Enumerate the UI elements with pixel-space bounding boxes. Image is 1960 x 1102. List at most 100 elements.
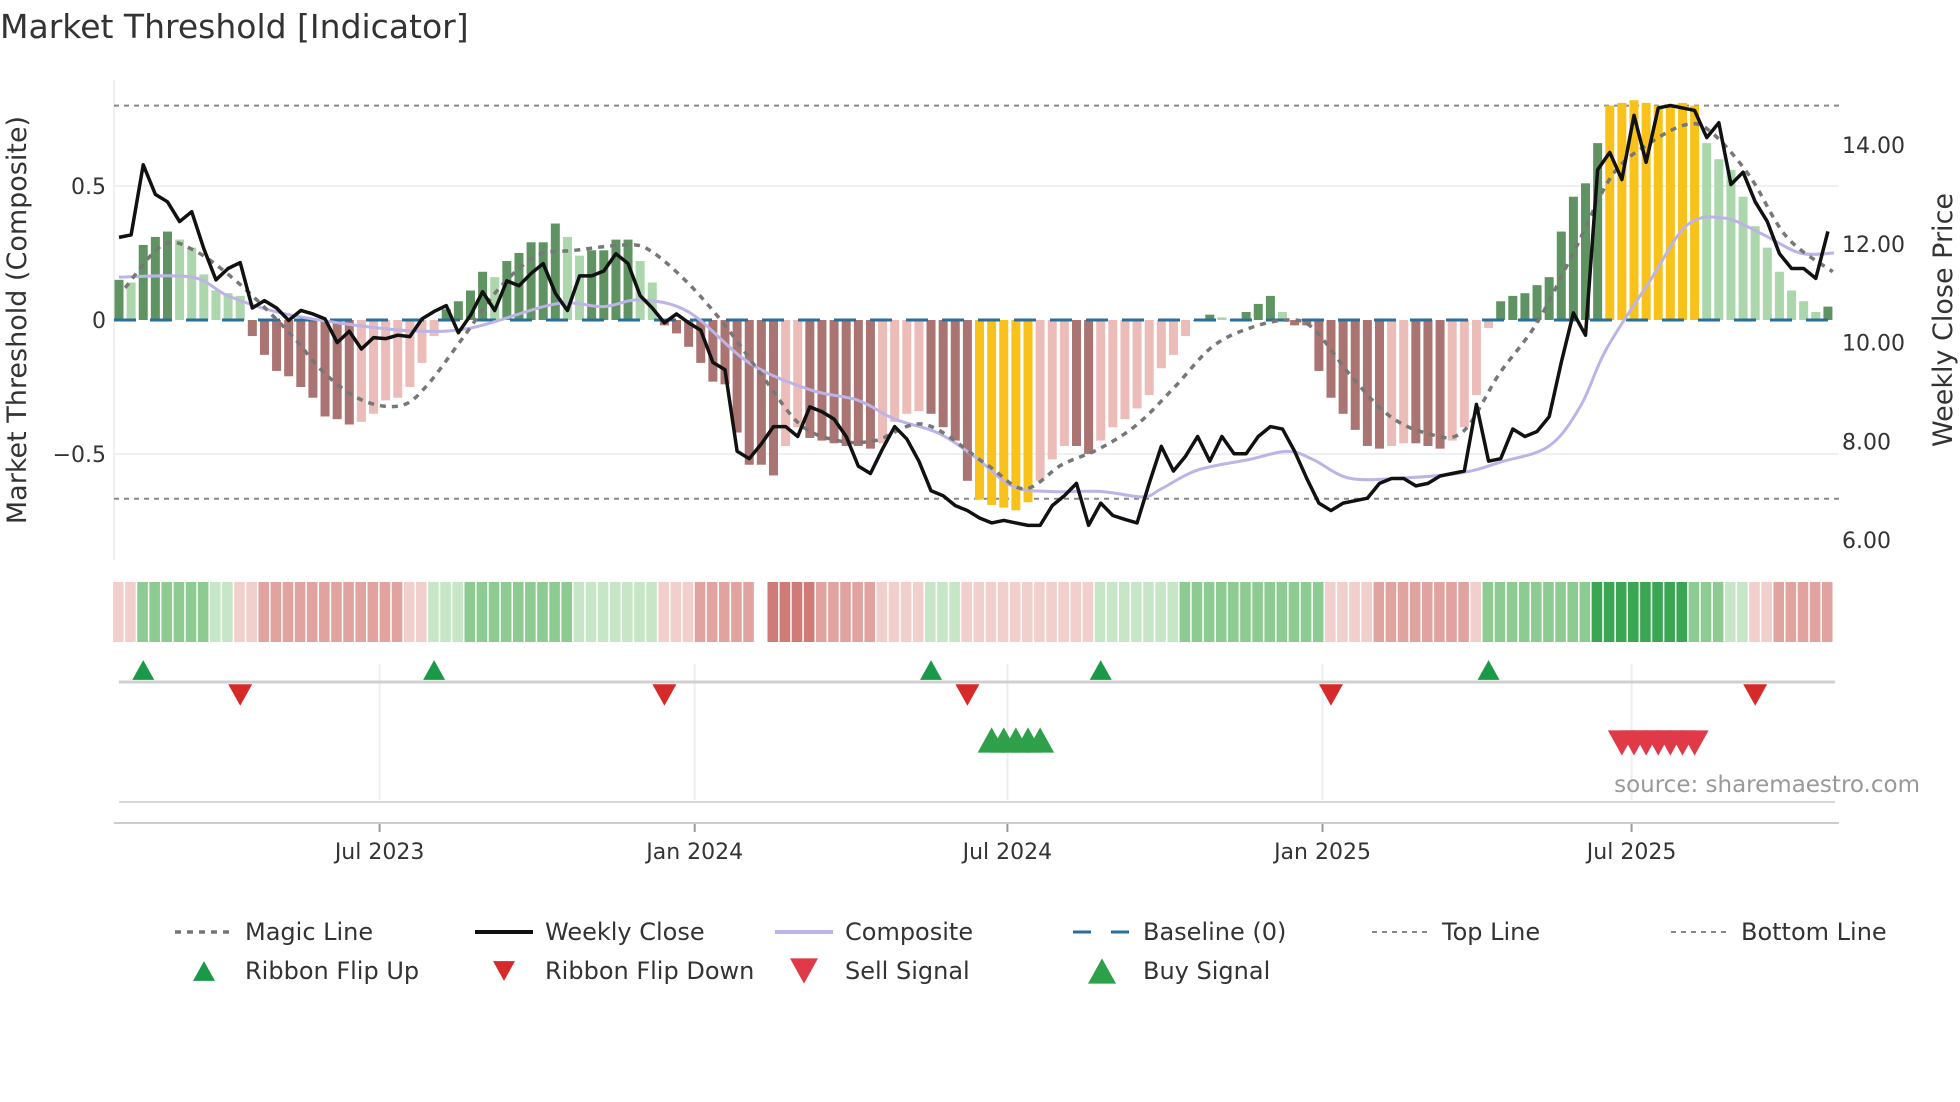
ribbon-cell [706, 582, 718, 642]
histogram-bar [950, 320, 960, 441]
histogram-bar [1096, 320, 1106, 441]
histogram-bar [1011, 320, 1021, 511]
histogram-bar [1762, 247, 1772, 320]
ribbon-flip-up-marker [132, 660, 155, 680]
histogram-bar [805, 320, 815, 438]
ribbon-cell [1276, 582, 1288, 642]
histogram-bar [538, 242, 548, 320]
main-plot: 0.5 0 −0.5 14.00 12.00 10.00 8.00 6.00 Jul 2023 J… [53, 80, 1905, 865]
histogram-bar [175, 239, 185, 320]
histogram-bar [284, 320, 294, 377]
ribbon-cell [1737, 582, 1748, 642]
magic-line [123, 121, 1834, 491]
histogram-bar [865, 320, 875, 449]
ribbon-cell [1809, 582, 1821, 642]
ribbon-flip-down-marker [1319, 684, 1343, 706]
ribbon-cell [331, 582, 342, 642]
histogram-bar [1532, 285, 1542, 320]
y2-tick-label: 14.00 [1842, 134, 1905, 159]
histogram-bar [1508, 295, 1518, 320]
y-tick-label: 0.5 [71, 175, 106, 200]
histogram-bar [526, 242, 536, 320]
histogram-bar [344, 320, 354, 425]
histogram-bar [272, 320, 282, 371]
ribbon-cell [125, 582, 136, 642]
y-tick-label: 0 [92, 309, 106, 334]
histogram-bar [672, 320, 682, 334]
ribbon-cell [803, 582, 815, 642]
histogram-bar [1459, 320, 1469, 428]
ribbon-cell [779, 582, 791, 642]
ribbon-cell [1785, 582, 1797, 642]
histogram-bar [987, 320, 997, 505]
ribbon-flip-up-marker [1477, 660, 1500, 680]
ribbon-cell [209, 582, 221, 642]
ribbon-cell [500, 582, 512, 642]
ribbon-cell [815, 582, 827, 642]
ribbon-cell [416, 582, 427, 642]
ribbon-cell [367, 582, 379, 642]
histogram-bar [720, 320, 730, 385]
ribbon-cell [888, 582, 900, 642]
ribbon-cell [1434, 582, 1445, 642]
histogram-bar [356, 320, 366, 422]
legend-sell-icon [790, 958, 818, 984]
x-tick-label: Jul 2025 [1585, 840, 1677, 865]
legend-label: Buy Signal [1143, 957, 1270, 985]
histogram-bar [478, 271, 488, 320]
histogram-bar [890, 320, 900, 422]
histogram-bar [1314, 320, 1324, 371]
histogram-bar [756, 320, 766, 465]
ribbon-cell [597, 582, 609, 642]
histogram-bar [1278, 311, 1288, 320]
histogram-bar [1471, 320, 1481, 396]
histogram-bar [1156, 320, 1166, 369]
ribbon-flip-down-marker [652, 684, 677, 706]
ribbon-cell [670, 582, 682, 642]
histogram-bar [332, 320, 342, 420]
legend-label: Baseline (0) [1143, 918, 1286, 946]
histogram-bar [853, 320, 863, 446]
histogram-bar [599, 250, 609, 320]
histogram-bar [575, 255, 585, 320]
histogram-bar [259, 320, 269, 355]
ribbon-cell [1228, 582, 1239, 642]
ribbon-cell [1712, 582, 1724, 642]
ribbon-cell [137, 582, 148, 642]
ribbon-cell [719, 582, 730, 642]
ribbon-cell [925, 582, 936, 642]
ribbon-cell [1167, 582, 1179, 642]
histogram-bar [1677, 102, 1687, 320]
ribbon-cell [961, 582, 972, 642]
ribbon-cell [791, 582, 803, 642]
ribbon-cell [1821, 582, 1833, 642]
source-credit: source: sharemaestro.com [1614, 772, 1920, 798]
histogram-bar [1581, 183, 1591, 320]
ribbon-cell [1579, 582, 1591, 642]
ribbon-cell [270, 582, 282, 642]
ribbon-cell [173, 582, 185, 642]
ribbon-cell [1567, 582, 1578, 642]
ribbon-cell [1676, 582, 1688, 642]
histogram-bar [1108, 320, 1118, 428]
y2-tick-label: 6.00 [1842, 529, 1891, 554]
ribbon-cell [1106, 582, 1118, 642]
y2-tick-label: 8.00 [1842, 430, 1891, 455]
histogram-bar [1374, 320, 1384, 449]
histogram-bar [369, 320, 379, 414]
histogram-bar [1726, 169, 1736, 320]
histogram-bar [490, 277, 500, 320]
ribbon-cell [1482, 582, 1494, 642]
ribbon-cell [1591, 582, 1603, 642]
ribbon-flip-down-marker [955, 684, 980, 706]
ribbon-cell [1615, 582, 1627, 642]
ribbon-cell [1724, 582, 1736, 642]
ribbon-cell [985, 582, 997, 642]
ribbon-cell [1215, 582, 1227, 642]
histogram-bar [296, 320, 306, 387]
histogram-bar [611, 239, 621, 320]
ribbon-cell [258, 582, 270, 642]
histogram-bar [126, 282, 136, 320]
ribbon-cell [682, 582, 694, 642]
